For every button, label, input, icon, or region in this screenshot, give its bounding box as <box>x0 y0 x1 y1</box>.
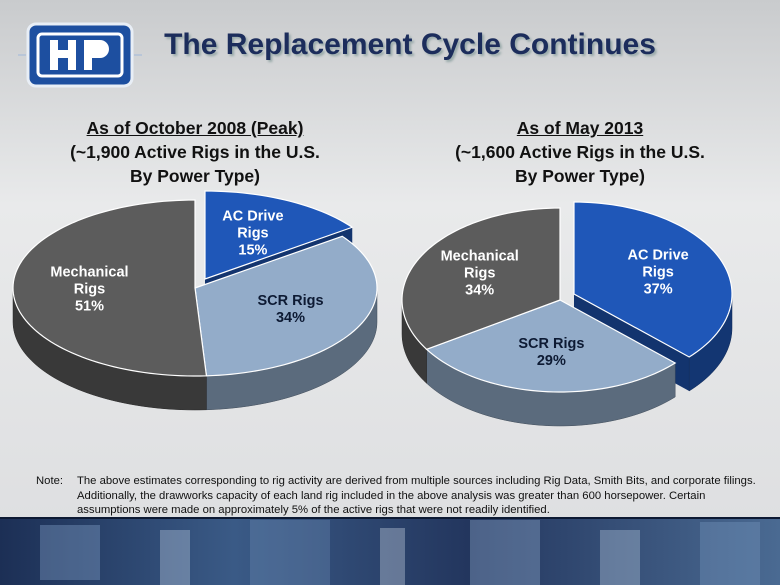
chart-subtitle: By Power Type) <box>130 166 260 186</box>
chart-title: As of October 2008 (Peak) <box>86 118 304 138</box>
value-label: 37% <box>643 281 673 298</box>
logo <box>18 22 142 88</box>
pie-slice <box>12 199 208 377</box>
pie-slice <box>194 235 378 377</box>
value-label: 34% <box>465 282 495 299</box>
value-label: 29% <box>536 353 566 370</box>
chart-title-block: As of October 2008 (Peak) (~1,900 Active… <box>25 116 365 188</box>
category-label: SCR Rigs <box>257 292 324 309</box>
note-text: The above estimates corresponding to rig… <box>77 475 756 516</box>
pie-slice <box>573 201 733 358</box>
pie-label: Mechanical Rigs 51% <box>43 264 135 315</box>
pie-slice <box>425 299 677 393</box>
chart-title-block: As of May 2013 (~1,600 Active Rigs in th… <box>410 116 750 188</box>
slide-title: The Replacement Cycle Continues <box>164 28 656 61</box>
pie-label: AC Drive Rigs 37% <box>612 247 704 298</box>
category-label: AC Drive Rigs <box>222 208 284 242</box>
chart-subtitle: (~1,600 Active Rigs in the U.S. <box>455 142 705 162</box>
pie-slice <box>204 190 354 280</box>
category-label: AC Drive Rigs <box>627 247 689 281</box>
value-label: 34% <box>275 309 306 326</box>
pie-label: SCR Rigs 34% <box>245 293 337 327</box>
pie-label: AC Drive Rigs 15% <box>207 208 299 259</box>
value-label: 51% <box>74 298 104 315</box>
category-label: Mechanical Rigs <box>50 264 129 298</box>
footnote: Note: The above estimates corresponding … <box>36 474 756 518</box>
photo-strip-texture <box>40 520 760 585</box>
strip-border <box>0 517 780 519</box>
value-label: 15% <box>238 242 268 259</box>
pie-label: Mechanical Rigs 34% <box>434 249 526 300</box>
pie-label: SCR Rigs 29% <box>505 336 597 370</box>
chart-subtitle: By Power Type) <box>515 166 645 186</box>
chart-title: As of May 2013 <box>516 118 644 138</box>
category-label: SCR Rigs <box>518 336 585 353</box>
chart-subtitle: (~1,900 Active Rigs in the U.S. <box>70 142 320 162</box>
photo-strip <box>0 518 780 585</box>
pie-slice <box>401 207 561 350</box>
category-label: Mechanical Rigs <box>440 248 519 282</box>
note-label: Note: <box>36 475 64 487</box>
